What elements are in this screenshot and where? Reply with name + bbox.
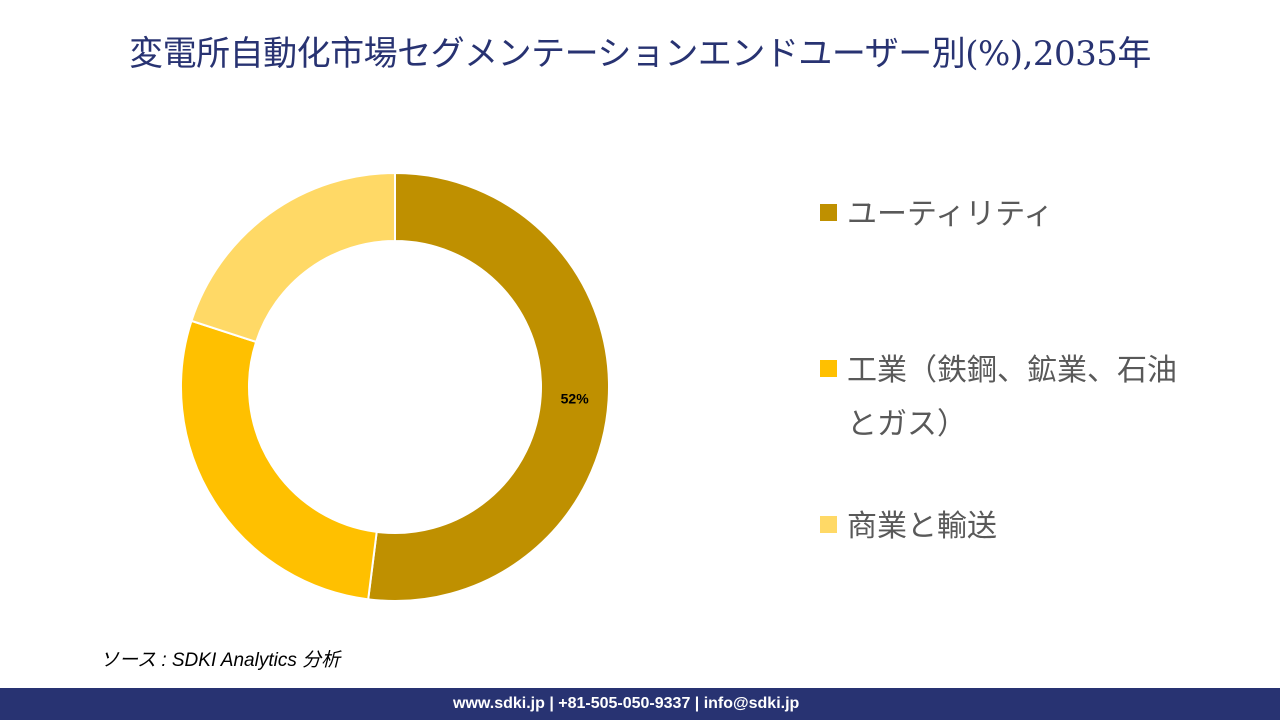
legend-label: 商業と輸送 [847,509,997,544]
footer-contact: www.sdki.jp | +81-505-050-9337 | info@sd… [453,695,800,712]
chart-title: 変電所自動化市場セグメンテーションエンドユーザー別(%),2035年 [129,34,1151,74]
legend-swatch [820,360,837,377]
donut-slice-2 [190,171,396,344]
donut-slice-1 [180,319,378,601]
legend-label: ユーティリティ [847,197,1054,232]
legend-label: 工業（鉄鋼、鉱業、石油とガス） [847,353,1177,442]
legend-item-utilities: ユーティリティ [820,188,1187,242]
legend-swatch [820,516,837,533]
source-note: ソース : SDKI Analytics 分析 [100,650,341,671]
legend-item-commercial: 商業と輸送 [820,500,1187,554]
donut-slice-0 [367,171,610,602]
footer-bar: www.sdki.jp | +81-505-050-9337 | info@sd… [0,688,1280,720]
legend-item-industrial: 工業（鉄鋼、鉱業、石油とガス） [820,344,1177,452]
data-label-0: 52% [561,390,590,406]
legend-swatch [820,204,837,221]
